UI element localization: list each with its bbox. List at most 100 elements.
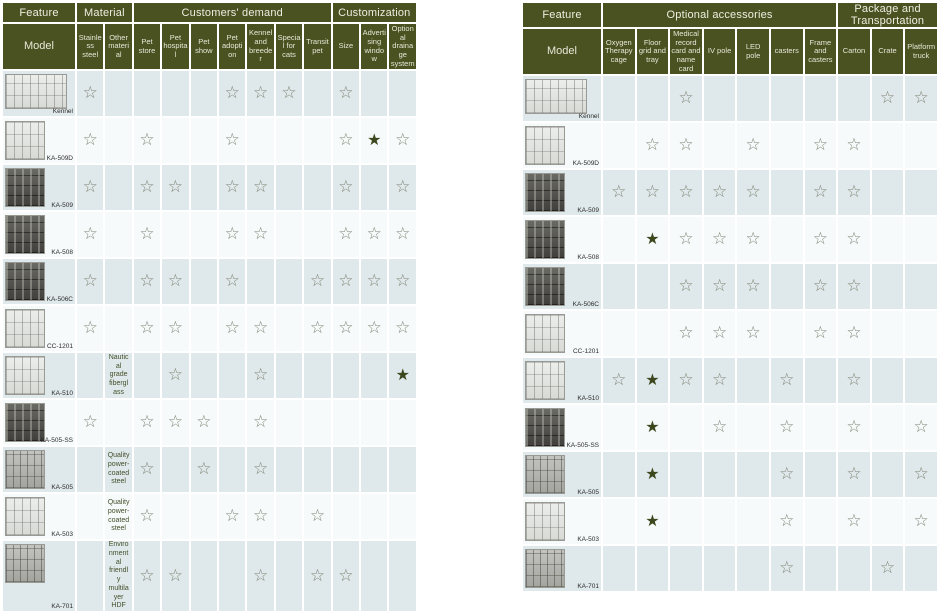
star-outline-icon: ☆ [678,276,694,296]
spec-cell: ☆ [247,71,274,117]
spec-cell: ★ [636,217,669,263]
column-header: Stainless steel [77,24,104,70]
spec-cell [905,123,937,169]
spec-cell [275,165,303,211]
spec-cell: ☆ [603,170,635,216]
column-header: Frame and casters [804,29,837,75]
spec-cell [190,259,218,305]
table-row: KA-509D ☆ ☆ ☆ ☆ ☆ [523,123,937,169]
material-note: Quality power-coated steel [107,499,130,533]
model-label: KA-506C [572,301,599,309]
column-header: Carton [838,29,870,75]
table-row: KA-506C ☆ ☆ ☆ ☆ ☆ ☆ ☆ ☆ [3,259,416,305]
model-cell: KA-701 [523,546,601,592]
star-outline-icon: ☆ [779,417,795,437]
spec-cell [162,212,189,258]
product-photo [525,549,565,589]
spec-cell: ☆ [804,217,837,263]
spec-cell [670,546,702,592]
spec-cell [603,452,635,498]
spec-cell [190,306,218,352]
spec-cell [361,494,388,540]
table-row: CC-1201 ☆ ☆ ☆ ☆ ☆ ☆ ☆ ☆ ☆ [3,306,416,352]
spec-cell: ☆ [737,123,769,169]
spec-cell: ☆ [133,494,161,540]
model-label: KA-506C [46,296,73,304]
column-header-row: Model Oxygen Therapy cage Floor grid and t… [523,29,937,75]
product-photo [5,450,45,490]
star-outline-icon: ☆ [711,229,728,249]
spec-cell: ☆ [332,259,360,305]
column-header: Other material [105,24,132,70]
star-outline-icon: ☆ [611,182,627,202]
group-header-row: Feature Material Customers' demand Customiz… [3,3,416,22]
spec-cell [275,353,303,399]
table-row: KA-508 ☆ ☆ ☆ ☆ ☆ ☆ ☆ [3,212,416,258]
spec-cell [770,170,803,216]
star-outline-icon: ☆ [82,177,98,197]
star-outline-icon: ☆ [913,464,929,484]
spec-cell [636,311,669,357]
spec-cell: ☆ [332,212,360,258]
star-outline-icon: ☆ [167,412,184,432]
spec-cell: ☆ [332,541,360,612]
spec-cell: ☆ [133,400,161,446]
model-label: KA-505-SS [40,437,73,445]
spec-cell: ☆ [247,212,274,258]
spec-cell [670,405,702,451]
model-label: KA-510 [577,395,599,403]
spec-cell [905,358,937,404]
column-header: Medical record card and name card [670,29,702,75]
model-cell: CC-1201 [3,306,75,352]
star-outline-icon: ☆ [253,365,269,385]
spec-cell: ☆ [77,259,104,305]
spec-cell: ☆ [304,494,331,540]
star-outline-icon: ☆ [167,365,184,385]
star-outline-icon: ☆ [167,271,184,291]
table-row: Kennel ☆ ☆ ☆ ☆ ☆ [3,71,416,117]
spec-cell [905,217,937,263]
spec-cell: ☆ [219,71,246,117]
spec-cell [905,311,937,357]
spec-cell [190,353,218,399]
spec-cell [219,400,246,446]
model-label: KA-509 [51,202,73,210]
star-outline-icon: ☆ [846,276,862,296]
spec-cell [670,452,702,498]
star-outline-icon: ☆ [224,318,240,338]
spec-cell [105,259,132,305]
table-row: KA-505-SS ★ ☆ ☆ ☆ ☆ [523,405,937,451]
spec-cell: ☆ [162,400,189,446]
spec-cell: ☆ [77,165,104,211]
model-label: KA-508 [577,254,599,262]
spec-cell: ☆ [838,452,870,498]
spec-cell: ☆ [162,353,189,399]
star-outline-icon: ☆ [139,130,155,150]
spec-cell: ☆ [162,306,189,352]
spec-cell [77,353,104,399]
spec-cell: ☆ [389,118,416,164]
star-outline-icon: ☆ [644,135,661,155]
spec-cell: ☆ [737,170,769,216]
star-outline-icon: ☆ [745,229,761,249]
spec-cell: ☆ [703,358,736,404]
spec-cell [77,541,104,612]
star-outline-icon: ☆ [879,558,896,578]
spec-cell: ☆ [247,400,274,446]
table-body: Kennel ☆ ☆ ☆ KA-509D ☆ ☆ ☆ ☆ ☆ KA-509 ☆ ☆ ☆ ☆ ☆ ☆ ☆ KA-508… [523,76,937,592]
spec-cell [332,400,360,446]
column-header: Special for cats [275,24,303,70]
star-outline-icon: ☆ [167,565,184,585]
spec-cell: ☆ [703,405,736,451]
product-photo [5,309,45,349]
spec-cell: ☆ [670,358,702,404]
feature-header: Feature [523,3,601,27]
spec-cell: ☆ [670,76,702,122]
spec-cell [603,499,635,545]
model-cell: KA-503 [3,494,75,540]
product-photo [525,408,565,448]
spec-cell [804,499,837,545]
column-header: Floor grid and tray [636,29,669,75]
star-outline-icon: ☆ [309,318,326,338]
star-outline-icon: ☆ [139,412,155,432]
